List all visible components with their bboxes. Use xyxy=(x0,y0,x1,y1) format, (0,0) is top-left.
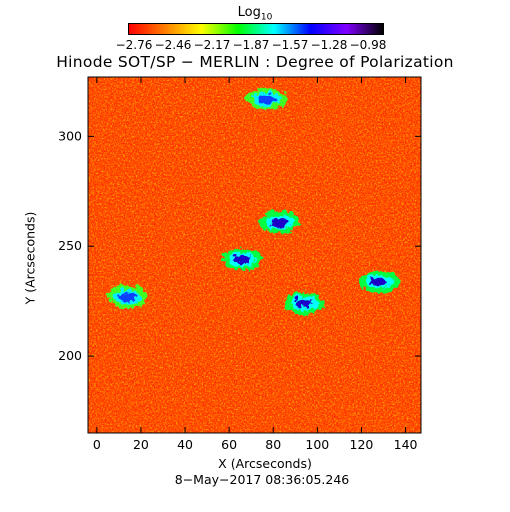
x-tick-label: 120 xyxy=(350,437,374,452)
x-tick-label: 40 xyxy=(177,437,193,452)
region-core xyxy=(231,252,250,262)
colorbar-tick-label: −2.17 xyxy=(193,38,231,52)
x-tick-label: 60 xyxy=(221,437,237,452)
x-tick-label: 20 xyxy=(133,437,149,452)
heatmap-image xyxy=(88,77,421,433)
region-core xyxy=(268,215,287,225)
colorbar-tick-label: −2.76 xyxy=(115,38,153,52)
region-core xyxy=(255,92,274,102)
colorbar-tick-label: −0.98 xyxy=(349,38,387,52)
plot-title: Hinode SOT/SP − MERLIN : Degree of Polar… xyxy=(56,53,454,71)
y-axis-label: Y (Arcseconds) xyxy=(22,211,38,305)
observation-timestamp: 8−May−2017 08:36:05.246 xyxy=(174,472,350,487)
region-core xyxy=(116,290,135,300)
x-tick-label: 0 xyxy=(93,437,101,452)
region-core xyxy=(367,274,386,284)
x-axis-label: X (Arcseconds) xyxy=(218,456,312,471)
y-tick-label: 250 xyxy=(58,238,82,253)
colorbar-tick-label: −2.46 xyxy=(154,38,192,52)
y-tick-label: 300 xyxy=(58,128,82,143)
x-tick-label: 100 xyxy=(305,437,329,452)
region-core xyxy=(292,296,311,306)
colorbar-tick-label: −1.57 xyxy=(271,38,309,52)
colorbar-tick-label: −1.87 xyxy=(232,38,270,52)
colorbar xyxy=(128,23,384,35)
x-tick-label: 140 xyxy=(394,437,418,452)
y-tick-label: 200 xyxy=(58,348,82,363)
colorbar-tick-label: −1.28 xyxy=(310,38,348,52)
plot-frame xyxy=(87,76,422,434)
colorbar-tick-labels: −2.76 −2.46 −2.17 −1.87 −1.57 −1.28 −0.98 xyxy=(0,38,510,54)
colorbar-title: Log10 xyxy=(237,5,273,23)
x-tick-label: 80 xyxy=(265,437,281,452)
